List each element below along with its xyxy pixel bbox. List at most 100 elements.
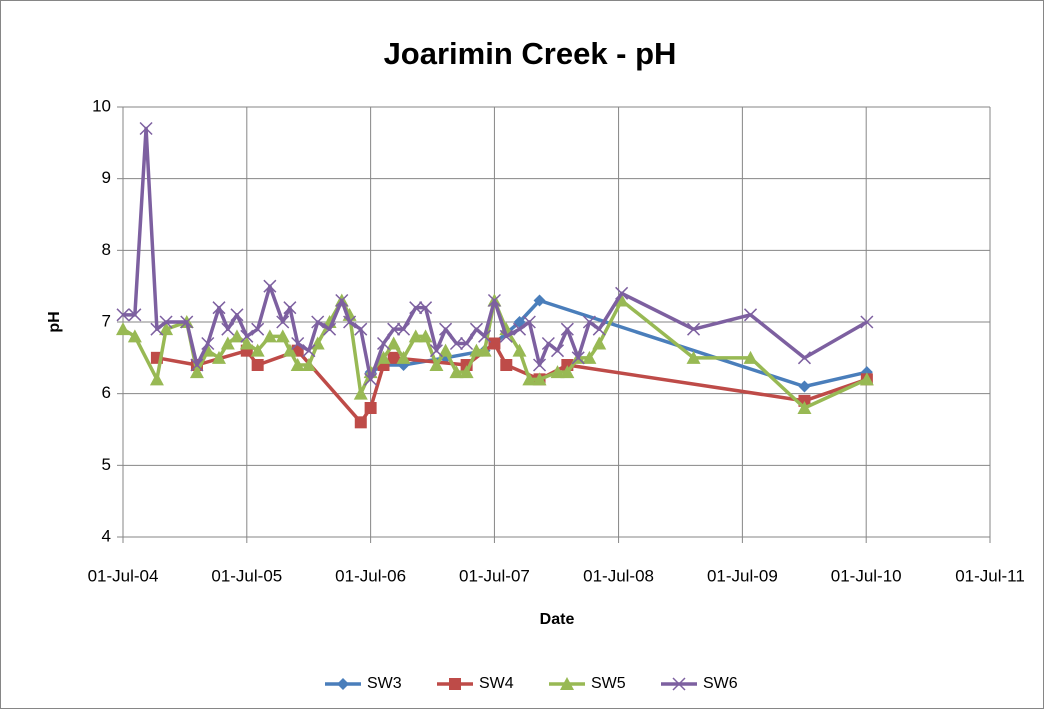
marker (550, 344, 565, 358)
legend-label: SW4 (479, 675, 514, 692)
marker (212, 301, 226, 315)
marker (149, 372, 164, 386)
marker (221, 322, 235, 336)
marker (743, 308, 758, 322)
marker (743, 350, 758, 364)
marker (418, 329, 433, 343)
marker (522, 372, 537, 386)
y-axis-title: pH (46, 311, 63, 332)
marker (478, 329, 492, 343)
marker (439, 322, 453, 336)
legend-marker (337, 678, 349, 690)
marker (487, 293, 501, 308)
x-tick-label: 01-Jul-06 (335, 566, 406, 585)
x-tick-label: 01-Jul-05 (211, 566, 282, 585)
legend-label: SW3 (367, 675, 402, 692)
y-tick-label: 7 (102, 311, 111, 330)
y-tick-label: 10 (92, 96, 111, 115)
marker (512, 343, 527, 357)
x-tick-label: 01-Jul-08 (583, 566, 654, 585)
marker (354, 416, 367, 429)
marker (250, 343, 265, 357)
marker (290, 358, 305, 371)
marker (533, 358, 547, 372)
marker (127, 329, 142, 343)
marker (251, 322, 265, 336)
legend-marker (560, 677, 574, 690)
marker (686, 350, 701, 364)
marker (396, 350, 411, 364)
y-tick-label: 6 (102, 383, 111, 402)
marker (459, 365, 474, 379)
marker (615, 286, 629, 300)
marker (387, 351, 400, 364)
marker (522, 315, 536, 329)
marker (386, 336, 401, 350)
marker (429, 344, 443, 358)
marker (335, 293, 349, 308)
marker (364, 372, 378, 386)
marker (323, 322, 337, 336)
marker (159, 315, 173, 329)
marker (220, 336, 235, 350)
marker (429, 358, 444, 371)
marker (180, 315, 194, 329)
marker (592, 336, 607, 350)
marker (283, 301, 297, 315)
marker (550, 365, 565, 379)
y-tick-label: 9 (102, 168, 111, 187)
marker (291, 336, 305, 351)
marker (116, 322, 130, 336)
marker (798, 380, 811, 393)
marker (408, 329, 423, 343)
y-tick-label: 5 (102, 455, 111, 474)
x-tick-label: 01-Jul-09 (707, 566, 778, 585)
y-tick-label: 8 (102, 240, 111, 259)
marker (251, 359, 264, 371)
marker (229, 329, 244, 343)
marker (311, 315, 325, 329)
marker (211, 350, 226, 364)
marker (201, 336, 215, 351)
marker (488, 337, 501, 350)
marker (189, 365, 204, 379)
marker (571, 351, 585, 365)
marker (797, 351, 811, 365)
marker (560, 365, 575, 379)
legend-label: SW6 (703, 675, 738, 692)
marker (239, 336, 254, 350)
chart-title: Joarimin Creek - pH (384, 36, 677, 71)
legend-marker (672, 677, 686, 691)
marker (354, 322, 368, 336)
marker (500, 359, 513, 371)
marker (230, 308, 244, 322)
marker (150, 322, 164, 336)
marker (560, 322, 574, 336)
marker (240, 329, 254, 343)
marker (139, 121, 153, 136)
marker (477, 343, 492, 357)
marker (262, 329, 277, 343)
marker (387, 322, 401, 336)
marker (859, 372, 874, 386)
marker (276, 315, 290, 329)
marker (376, 336, 391, 351)
x-tick-label: 01-Jul-10 (831, 566, 902, 585)
marker (376, 350, 391, 364)
marker (449, 365, 464, 379)
marker (582, 350, 597, 364)
marker (460, 336, 474, 351)
marker (614, 293, 629, 307)
marker (364, 402, 377, 414)
x-tick-label: 01-Jul-07 (459, 566, 530, 585)
marker (353, 386, 368, 400)
marker (301, 358, 316, 371)
marker (592, 322, 606, 336)
marker (499, 329, 513, 343)
marker (533, 294, 546, 307)
marker (532, 372, 547, 386)
marker (128, 308, 142, 322)
marker (263, 279, 277, 293)
legend-label: SW5 (591, 675, 626, 692)
